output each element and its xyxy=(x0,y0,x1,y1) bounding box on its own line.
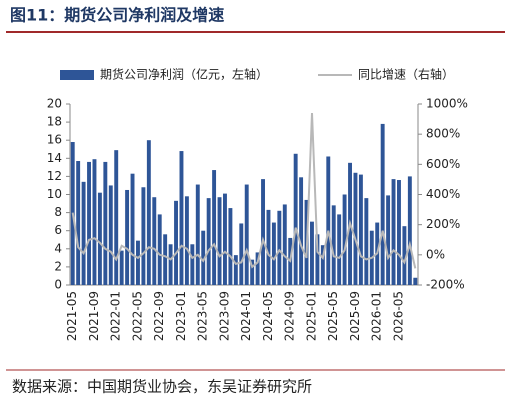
bar xyxy=(353,172,358,285)
bar xyxy=(364,198,369,285)
y-tick-label: 6 xyxy=(54,223,62,237)
bar xyxy=(174,200,178,285)
bar xyxy=(206,198,211,285)
bar xyxy=(108,185,113,285)
bar xyxy=(358,174,363,285)
bar xyxy=(397,180,401,285)
bar xyxy=(391,179,396,285)
bar xyxy=(380,123,385,285)
bar xyxy=(195,184,200,285)
bar xyxy=(407,176,412,285)
legend-label: 期货公司净利润（亿元，左轴） xyxy=(100,67,268,82)
x-tick-label: 2025-01 xyxy=(304,291,318,341)
bar xyxy=(315,234,320,285)
bar xyxy=(244,184,249,285)
bar xyxy=(190,244,195,285)
x-tick-label: 2024-09 xyxy=(283,291,297,341)
y-tick-label: 2 xyxy=(54,259,62,273)
bar xyxy=(310,221,314,285)
bar xyxy=(130,173,135,285)
bar xyxy=(299,177,304,285)
x-tick-label: 2022-09 xyxy=(152,291,166,341)
legend-label: 同比增速（右轴） xyxy=(358,67,454,82)
bar xyxy=(337,214,342,285)
x-tick-label: 2022-05 xyxy=(130,291,144,341)
bar xyxy=(119,250,124,285)
bar xyxy=(277,210,282,285)
x-tick-label: 2025-09 xyxy=(348,291,362,341)
bar xyxy=(217,197,222,285)
bar xyxy=(103,161,108,285)
y-tick-label: 0 xyxy=(54,278,62,292)
y-tick-label: 16 xyxy=(47,133,62,147)
bar xyxy=(228,208,233,285)
bar xyxy=(261,179,265,285)
bar xyxy=(320,245,325,285)
bar xyxy=(255,252,260,285)
x-tick-label: 2021-09 xyxy=(87,291,101,341)
bar xyxy=(233,255,238,285)
bar xyxy=(239,223,244,285)
line xyxy=(71,113,417,269)
bar xyxy=(114,150,119,285)
y2-tick-label: 800% xyxy=(426,127,460,141)
y2-tick-label: 600% xyxy=(426,157,460,171)
bar xyxy=(201,230,206,285)
bar xyxy=(81,181,86,285)
bar xyxy=(125,189,130,285)
bar xyxy=(179,151,184,285)
bar xyxy=(282,204,287,285)
bar xyxy=(266,209,271,285)
bar xyxy=(87,161,91,285)
y-tick-label: 12 xyxy=(47,169,62,183)
y-tick-label: 20 xyxy=(47,97,62,111)
bar xyxy=(413,277,418,285)
legend-swatch xyxy=(60,70,94,80)
y-tick-label: 4 xyxy=(54,241,62,255)
bar xyxy=(223,193,227,285)
bar xyxy=(402,226,407,285)
bar xyxy=(92,159,97,285)
bar xyxy=(76,161,81,285)
bar xyxy=(97,192,102,285)
x-tick-label: 2021-05 xyxy=(65,291,79,341)
x-tick-label: 2022-01 xyxy=(109,291,123,341)
bar xyxy=(386,195,391,285)
chart-title: 图11：期货公司净利润及增速 xyxy=(10,6,224,25)
x-tick-label: 2023-01 xyxy=(174,291,188,341)
source: 数据来源：中国期货业协会，东吴证券研究所 xyxy=(12,378,312,396)
bar xyxy=(212,170,217,285)
bar xyxy=(168,244,173,285)
bar xyxy=(326,156,331,285)
y-tick-label: 10 xyxy=(47,187,62,201)
y2-tick-label: 0% xyxy=(426,247,445,261)
x-tick-label: 2026-05 xyxy=(391,291,405,341)
y2-tick-label: 1000% xyxy=(426,97,468,111)
bar xyxy=(342,194,347,285)
y-tick-label: 8 xyxy=(54,205,62,219)
bar xyxy=(331,205,336,285)
bar xyxy=(141,187,146,285)
bar xyxy=(293,153,298,285)
x-tick-label: 2024-01 xyxy=(239,291,253,341)
y-tick-label: 14 xyxy=(47,151,62,165)
x-tick-label: 2023-09 xyxy=(217,291,231,341)
bar xyxy=(157,214,162,285)
bar xyxy=(250,259,255,285)
y2-tick-label: 400% xyxy=(426,187,460,201)
x-tick-label: 2023-05 xyxy=(196,291,210,341)
x-tick-label: 2026-01 xyxy=(370,291,384,341)
bar xyxy=(184,196,189,285)
bar xyxy=(136,240,140,285)
bar xyxy=(152,197,157,285)
x-tick-label: 2025-05 xyxy=(326,291,340,341)
bar xyxy=(163,234,168,285)
bar xyxy=(271,222,276,285)
y-tick-label: 18 xyxy=(47,115,62,129)
y2-tick-label: 200% xyxy=(426,217,460,231)
x-tick-label: 2024-05 xyxy=(261,291,275,341)
bar xyxy=(146,140,151,285)
y2-tick-label: -200% xyxy=(426,278,465,292)
